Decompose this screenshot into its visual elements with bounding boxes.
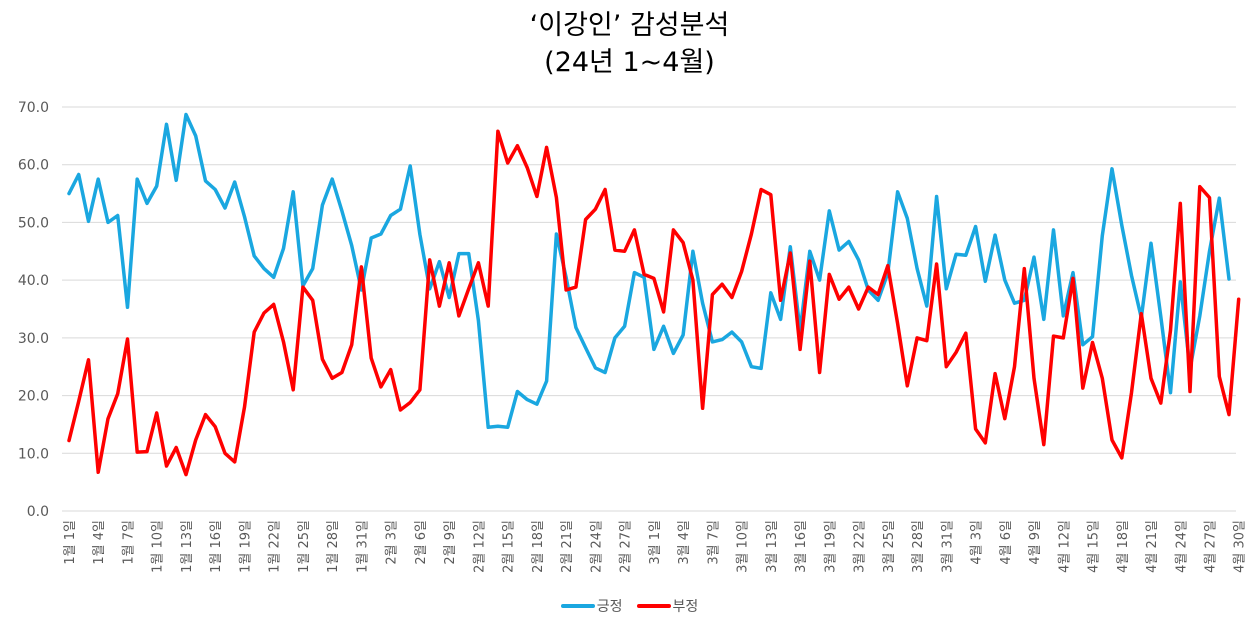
legend-item-positive[interactable]: 긍정 [560,596,623,616]
x-tick-label: 2월 18일 [531,520,546,573]
y-tick-label: 70.0 [18,100,49,116]
x-tick-label: 3월 13일 [765,520,780,573]
series-line-positive[interactable] [67,112,1231,430]
x-tick-label: 2월 6일 [414,520,429,565]
x-tick-label: 1월 7일 [121,520,136,565]
x-tick-label: 2월 15일 [502,520,517,573]
legend-label-negative: 부정 [672,599,699,615]
x-tick-label: 2월 3일 [385,520,400,565]
x-tick-label: 1월 1일 [63,520,78,565]
x-tick-label: 1월 13일 [180,520,195,573]
x-tick-label: 4월 21일 [1145,520,1160,573]
x-tick-label: 1월 19일 [238,520,253,573]
x-tick-label: 4월 30일 [1233,520,1248,573]
x-tick-label: 1월 31일 [355,520,370,573]
y-tick-label: 20.0 [18,389,49,405]
x-tick-label: 2월 24일 [589,520,604,573]
x-tick-label: 2월 9일 [443,520,458,565]
x-tick-label: 3월 7일 [706,520,721,565]
x-tick-label: 1월 25일 [297,520,312,573]
x-tick-label: 3월 22일 [853,520,868,573]
x-tick-label: 2월 21일 [560,520,575,573]
y-tick-label: 40.0 [18,273,49,289]
gridlines [62,106,1236,512]
legend-item-negative[interactable]: 부정 [636,596,699,616]
x-tick-label: 3월 28일 [911,520,926,573]
y-axis: 0.0 10.0 20.0 30.0 40.0 50.0 60.0 70.0 [18,100,49,520]
x-tick-label: 3월 4일 [677,520,692,565]
x-tick-label: 4월 6일 [999,520,1014,565]
x-tick-label: 4월 15일 [1087,520,1102,573]
x-tick-label: 4월 3일 [970,520,985,565]
chart-subtitle: (24년 1~4월) [544,47,715,78]
x-axis: 1월 1일 1월 4일 1월 7일 1월 10일 1월 13일 1월 16일 1월 19일 1… [63,520,1248,573]
series-lines [67,112,1241,477]
legend-swatch-negative [636,604,671,608]
x-tick-label: 4월 24일 [1174,520,1189,573]
x-tick-label: 1월 16일 [209,520,224,573]
y-tick-label: 60.0 [18,158,49,174]
legend-swatch-positive [560,604,595,608]
y-tick-label: 50.0 [18,215,49,231]
y-tick-label: 10.0 [18,446,49,462]
x-tick-label: 3월 10일 [736,520,751,573]
x-tick-label: 4월 27일 [1204,520,1219,573]
x-tick-label: 3월 25일 [882,520,897,573]
x-tick-label: 3월 19일 [823,520,838,573]
y-tick-label: 30.0 [18,331,49,347]
x-tick-label: 2월 12일 [472,520,487,573]
x-tick-label: 1월 28일 [326,520,341,573]
x-tick-label: 1월 22일 [268,520,283,573]
x-tick-label: 4월 18일 [1116,520,1131,573]
x-tick-label: 3월 31일 [940,520,955,573]
legend: 긍정 부정 [0,596,1259,616]
x-tick-label: 4월 12일 [1057,520,1072,573]
x-tick-label: 2월 27일 [619,520,634,573]
x-tick-label: 3월 16일 [794,520,809,573]
x-tick-label: 3월 1일 [648,520,663,565]
series-line-negative[interactable] [67,129,1241,477]
x-tick-label: 4월 9일 [1028,520,1043,565]
legend-label-positive: 긍정 [596,599,623,615]
x-tick-label: 1월 4일 [92,520,107,565]
chart-title: ‘이강인’ 감성분석 [529,10,730,41]
x-tick-label: 1월 10일 [151,520,166,573]
y-tick-label: 0.0 [27,504,49,520]
